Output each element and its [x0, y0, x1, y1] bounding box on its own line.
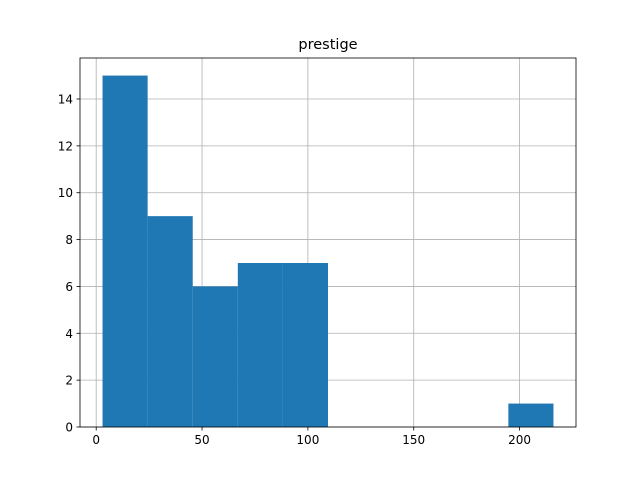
histogram-bar: [147, 216, 193, 427]
x-tick-label: 200: [508, 433, 531, 447]
plot-frame: [79, 57, 577, 428]
y-tick-label: 6: [65, 280, 73, 294]
y-tick-label: 4: [65, 327, 73, 341]
histogram-bar: [192, 286, 238, 427]
histogram-bars: [102, 75, 554, 428]
histogram-bar: [282, 263, 328, 427]
y-axis-ticks: 0 2 4 6 8 10 12 14: [58, 93, 80, 435]
histogram-bar: [237, 263, 283, 427]
y-tick-label: 10: [58, 186, 73, 200]
y-tick-label: 8: [65, 233, 73, 247]
x-axis-ticks: 0 50 100 150 200: [92, 427, 531, 447]
y-tick-label: 2: [65, 374, 73, 388]
x-tick-label: 150: [402, 433, 425, 447]
x-tick-label: 100: [296, 433, 319, 447]
x-tick-label: 50: [194, 433, 209, 447]
y-tick-label: 14: [58, 93, 73, 107]
y-tick-label: 0: [65, 421, 73, 435]
histogram-bar: [508, 403, 554, 427]
histogram-bar: [102, 75, 148, 428]
chart-title: prestige: [298, 37, 357, 53]
x-tick-label: 0: [92, 433, 100, 447]
y-tick-label: 12: [58, 139, 73, 153]
